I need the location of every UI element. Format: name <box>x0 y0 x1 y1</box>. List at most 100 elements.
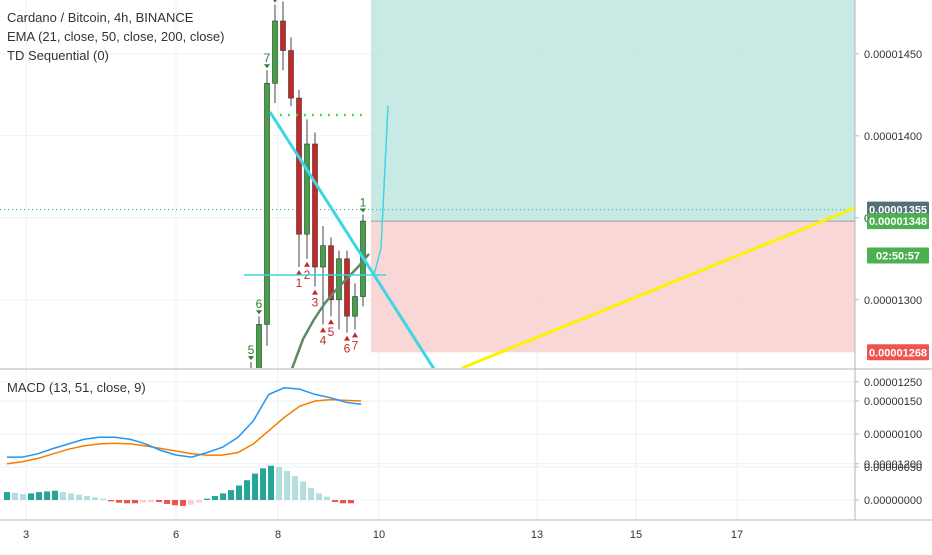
macd-histogram-bar <box>148 500 154 502</box>
price-tick-label: 0.00001400 <box>864 131 922 143</box>
td-count-up: 6 <box>256 297 263 311</box>
drawings <box>244 105 436 368</box>
td-arrow-up <box>352 332 358 338</box>
macd-histogram-bar <box>84 496 90 500</box>
candle-body <box>344 258 350 317</box>
macd-histogram-bar <box>324 496 330 500</box>
ema-layer <box>290 253 370 368</box>
td-arrow-down <box>240 392 246 396</box>
macd-histogram-bar <box>276 467 282 500</box>
candle-body <box>296 97 302 235</box>
macd-histogram-bar <box>332 500 338 502</box>
macd-histogram-bar <box>124 500 130 504</box>
candle-body <box>280 20 286 51</box>
time-tick-label: 3 <box>23 529 29 541</box>
macd-histogram-bar <box>132 500 138 504</box>
td-arrow-down <box>248 356 254 361</box>
td-arrow-down <box>360 208 366 213</box>
td-count-down: 6 <box>344 342 351 356</box>
candle-body <box>304 143 310 235</box>
td-arrow-down <box>273 0 277 3</box>
time-tick-label: 6 <box>173 529 179 541</box>
macd-pane <box>0 368 932 506</box>
axes: 0.000016000.000015500.000015000.00001450… <box>0 0 932 541</box>
price-label-countdown-bg <box>867 247 929 264</box>
time-tick-label: 17 <box>731 529 743 541</box>
ema-legend: EMA (21, close, 50, close, 200, close) <box>7 29 225 44</box>
td-count-up: 1 <box>216 468 223 482</box>
macd-tick-label: 0.00000100 <box>864 429 922 441</box>
macd-histogram-bar <box>188 500 194 505</box>
macd-tick-label: 0.00000050 <box>864 462 922 474</box>
macd-histogram-bar <box>204 498 210 500</box>
candle-body <box>328 245 334 301</box>
macd-histogram-bar <box>52 490 58 500</box>
td-legend: TD Sequential (0) <box>7 48 109 63</box>
ema-line <box>290 253 370 368</box>
td-arrow-up <box>296 270 302 275</box>
td-count-up: 1 <box>360 196 367 210</box>
macd-histogram-bar <box>268 465 274 500</box>
macd-histogram-bar <box>100 498 106 500</box>
candle-body <box>225 469 230 492</box>
macd-histogram-bar <box>244 480 250 500</box>
time-tick-label: 10 <box>373 529 385 541</box>
macd-histogram-bar <box>44 491 50 500</box>
candle-body <box>256 324 262 368</box>
macd-tick-label: 0.00000150 <box>864 396 922 408</box>
macd-histogram-bar <box>220 493 226 500</box>
td-arrow-up <box>344 335 350 341</box>
candle-body <box>272 20 278 84</box>
macd-histogram-bar <box>108 500 114 502</box>
macd-histogram-bar <box>292 476 298 500</box>
macd-histogram-bar <box>252 473 258 500</box>
macd-histogram-bar <box>300 481 306 500</box>
falling-trendline <box>268 111 436 368</box>
price-tick-label: 0.00001300 <box>864 295 922 307</box>
td-count-up: 5 <box>248 343 255 357</box>
price-label-countdown: 02:50:57 <box>876 251 920 263</box>
td-arrow-up <box>328 319 334 325</box>
td-count-down: 1 <box>296 276 303 290</box>
td-count-down: 5 <box>328 325 335 339</box>
signal-line <box>6 398 362 465</box>
macd-histogram-bar <box>28 493 34 500</box>
macd-legend: MACD (13, 51, close, 9) <box>7 380 146 395</box>
td-arrow-up <box>312 289 318 295</box>
price-label-entry-bg <box>867 213 929 230</box>
macd-histogram-bar <box>68 493 74 500</box>
price-label-stop: 0.00001268 <box>869 347 927 359</box>
macd-histogram-bar <box>164 500 170 504</box>
price-label-stop-bg <box>867 344 929 361</box>
macd-histogram-bar <box>308 488 314 500</box>
drawings-back <box>461 206 855 368</box>
macd-histogram-bar <box>348 500 354 504</box>
macd-histogram-bar <box>76 494 82 500</box>
td-arrow-up <box>320 327 326 333</box>
candle-body <box>320 245 326 268</box>
macd-histogram-bar <box>260 468 266 500</box>
loss-zone <box>371 221 855 353</box>
macd-histogram-bar <box>212 496 218 500</box>
time-tick-label: 15 <box>630 529 642 541</box>
macd-histogram-bar <box>180 500 186 506</box>
macd-histogram-bar <box>12 492 18 500</box>
price-label-entry: 0.00001348 <box>869 216 927 228</box>
td-arrow-down <box>216 481 222 485</box>
macd-histogram-bar <box>92 497 98 500</box>
macd-histogram-bar <box>172 500 178 506</box>
macd-histogram-bar <box>20 494 26 500</box>
macd-histogram-bar <box>60 492 66 500</box>
symbol-title: Cardano / Bitcoin, 4h, BINANCE <box>7 10 194 25</box>
macd-histogram-bar <box>36 492 42 500</box>
support-trendline <box>461 206 855 368</box>
macd-histogram-bar <box>284 470 290 500</box>
td-arrow-down <box>256 310 262 315</box>
macd-histogram-bar <box>236 485 242 500</box>
td-count-up: 7 <box>264 51 271 65</box>
candle-body <box>264 83 270 325</box>
td-arrow-up <box>304 261 310 267</box>
macd-tick-label: 0.00000000 <box>864 495 922 507</box>
